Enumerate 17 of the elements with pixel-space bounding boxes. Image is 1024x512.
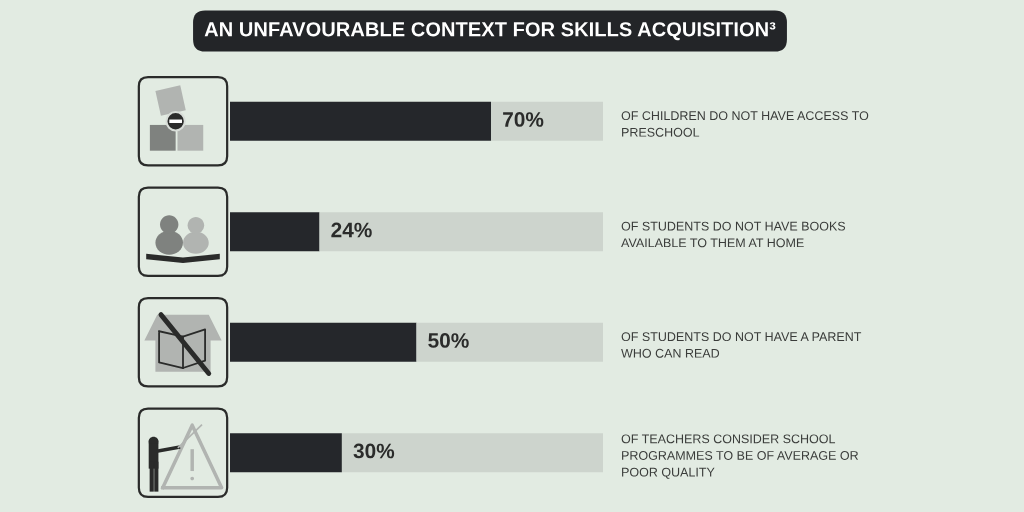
- bar: [416, 322, 603, 362]
- bar: [491, 101, 603, 141]
- data-label: 24%: [331, 222, 372, 238]
- y-tick-label: OF CHILDREN DO NOT HAVE ACCESS TO PRESCHOOL: [621, 111, 869, 137]
- data-label: 70%: [503, 112, 544, 127]
- bar: [230, 322, 417, 362]
- y-tick-label: OF TEACHERS CONSIDER SCHOOL PROGRAMMES TO BE OF AVERAGE OR POOR QUALITY: [621, 434, 859, 479]
- bar: [230, 212, 320, 252]
- bar: [341, 433, 603, 473]
- bar: [230, 101, 492, 141]
- bar: [230, 433, 342, 473]
- chart-title: AN UNFAVOURABLE CONTEXT FOR SKILLS ACQUISITION³: [204, 22, 776, 41]
- data-label: 50%: [428, 333, 469, 348]
- y-tick-label: OF STUDENTS DO NOT HAVE BOOKS AVAILABLE TO THEM AT HOME: [621, 221, 846, 248]
- data-label: 30%: [353, 443, 395, 459]
- y-tick-label: OF STUDENTS DO NOT HAVE A PARENT WHO CAN READ: [621, 332, 862, 358]
- bar: [319, 212, 603, 252]
